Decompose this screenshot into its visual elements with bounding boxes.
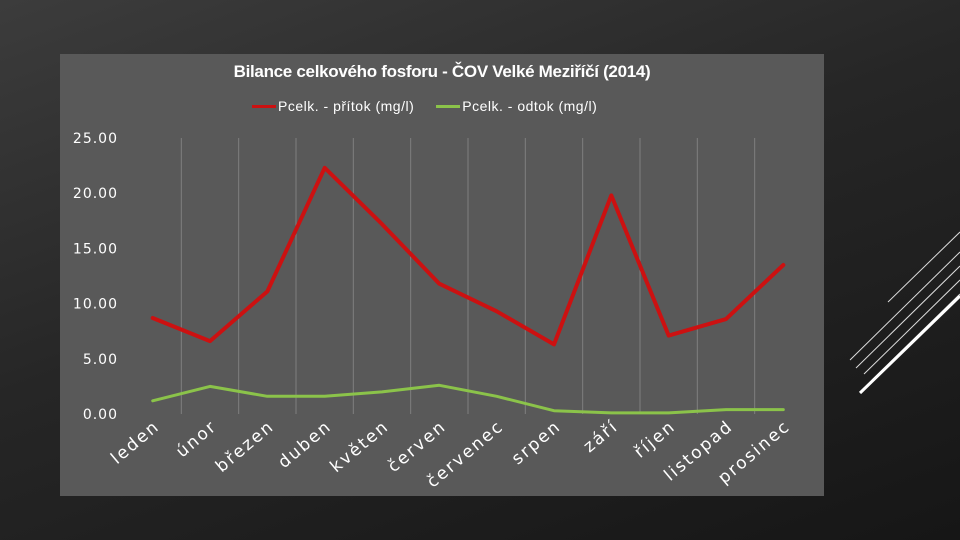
y-tick-label: 0.00 [83, 407, 118, 423]
legend-label-inflow: Pcelk. - přítok (mg/l) [278, 98, 415, 114]
x-tick-label: únor [172, 417, 221, 463]
y-tick-label: 25.00 [73, 131, 118, 147]
legend-swatch-outflow [436, 104, 461, 108]
legend-item-inflow: Pcelk. - přítok (mg/l) [252, 98, 414, 114]
x-tick-label: září [580, 417, 623, 457]
legend-label-outflow: Pcelk. - odtok (mg/l) [462, 98, 598, 114]
series-line-inflow [150, 165, 786, 347]
legend-swatch-inflow [252, 104, 276, 108]
y-tick-label: 5.00 [83, 352, 118, 368]
legend-item-outflow: Pcelk. - odtok (mg/l) [436, 98, 597, 114]
legend: Pcelk. - přítok (mg/l) Pcelk. - odtok (m… [252, 98, 597, 114]
chart-title: Bilance celkového fosforu - ČOV Velké Me… [233, 62, 651, 81]
x-tick-label: srpen [508, 417, 565, 470]
series-line-outflow [151, 383, 785, 415]
x-tick-label: květen [327, 417, 394, 477]
x-tick-label: říjen [631, 417, 680, 463]
chart-panel: Bilance celkového fosforu - ČOV Velké Me… [60, 54, 824, 496]
y-tick-label: 10.00 [73, 297, 118, 313]
y-tick-label: 20.00 [73, 186, 118, 202]
x-tick-label: duben [274, 417, 336, 473]
y-tick-label: 15.00 [73, 241, 118, 257]
x-tick-label: březen [212, 417, 279, 477]
chart-plot: 0.00 5.00 10.00 15.00 20.00 25.00 leden únorbře… [73, 131, 795, 492]
x-tick-label: leden [107, 417, 164, 469]
